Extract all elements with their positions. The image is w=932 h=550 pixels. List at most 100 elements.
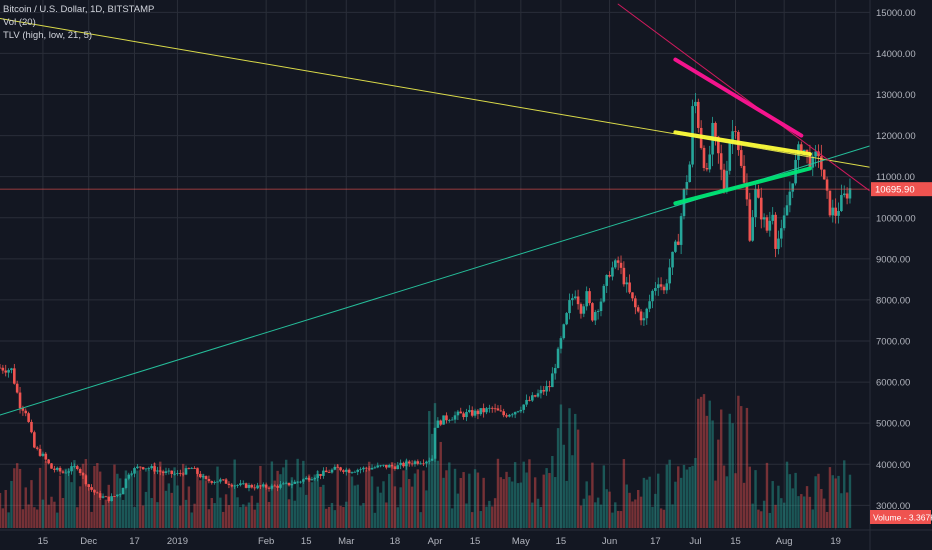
candle-body[interactable] xyxy=(802,149,806,152)
candle-body[interactable] xyxy=(10,368,13,371)
candle-body[interactable] xyxy=(476,410,480,415)
candle-body[interactable] xyxy=(608,274,611,277)
candle-body[interactable] xyxy=(722,169,726,192)
candle-body[interactable] xyxy=(296,481,299,483)
candle-body[interactable] xyxy=(350,472,354,473)
candle-body[interactable] xyxy=(785,205,789,216)
candle-body[interactable] xyxy=(302,479,305,482)
trendline-green-thick[interactable] xyxy=(673,166,812,206)
candle-body[interactable] xyxy=(344,469,348,472)
candle-body[interactable] xyxy=(616,260,620,263)
candle-body[interactable] xyxy=(110,496,113,502)
candle-body[interactable] xyxy=(287,482,291,486)
candle-body[interactable] xyxy=(30,421,33,433)
candle-body[interactable] xyxy=(224,479,228,484)
candle-body[interactable] xyxy=(779,228,783,239)
candle-body[interactable] xyxy=(144,468,148,470)
candle-body[interactable] xyxy=(164,471,168,473)
candle-body[interactable] xyxy=(576,296,580,305)
candle-body[interactable] xyxy=(113,496,116,497)
candle-body[interactable] xyxy=(705,167,709,170)
candle-body[interactable] xyxy=(35,447,39,449)
candle-body[interactable] xyxy=(510,414,514,416)
candle-body[interactable] xyxy=(150,466,153,469)
candle-body[interactable] xyxy=(808,152,812,168)
candle-body[interactable] xyxy=(751,217,754,241)
candle-body[interactable] xyxy=(324,470,328,473)
candle-body[interactable] xyxy=(307,477,311,481)
candle-body[interactable] xyxy=(230,485,234,487)
candle-body[interactable] xyxy=(602,285,606,302)
candle-body[interactable] xyxy=(430,458,434,461)
candle-body[interactable] xyxy=(840,195,843,212)
candle-body[interactable] xyxy=(714,122,717,137)
candle-body[interactable] xyxy=(41,453,45,456)
candle-body[interactable] xyxy=(73,466,76,467)
candle-body[interactable] xyxy=(628,282,631,293)
candle-body[interactable] xyxy=(725,170,729,192)
candle-body[interactable] xyxy=(124,478,128,488)
candle-body[interactable] xyxy=(38,448,42,456)
candle-body[interactable] xyxy=(250,484,254,488)
candle-body[interactable] xyxy=(834,207,837,216)
candle-body[interactable] xyxy=(158,470,162,472)
candle-body[interactable] xyxy=(267,487,271,489)
candle-body[interactable] xyxy=(605,274,609,286)
candle-body[interactable] xyxy=(156,470,159,472)
candle-body[interactable] xyxy=(845,193,849,199)
candle-body[interactable] xyxy=(436,420,440,428)
candle-body[interactable] xyxy=(161,471,165,473)
candle-body[interactable] xyxy=(133,468,136,474)
candle-body[interactable] xyxy=(396,465,400,470)
candle-body[interactable] xyxy=(768,220,772,231)
candle-body[interactable] xyxy=(136,466,139,469)
candle-body[interactable] xyxy=(782,215,786,229)
candle-body[interactable] xyxy=(676,241,680,245)
candle-body[interactable] xyxy=(247,484,251,488)
candle-body[interactable] xyxy=(777,238,780,249)
candle-body[interactable] xyxy=(708,154,712,170)
candle-body[interactable] xyxy=(319,474,322,476)
candle-body[interactable] xyxy=(279,484,282,488)
candle-body[interactable] xyxy=(170,470,174,475)
candle-body[interactable] xyxy=(688,164,692,183)
candle-body[interactable] xyxy=(53,468,56,470)
candle-body[interactable] xyxy=(533,395,537,397)
candle-body[interactable] xyxy=(387,465,391,468)
candle-body[interactable] xyxy=(356,469,360,472)
candle-body[interactable] xyxy=(353,471,357,473)
candle-body[interactable] xyxy=(459,411,463,414)
candle-body[interactable] xyxy=(556,348,560,369)
candle-body[interactable] xyxy=(178,473,182,474)
candle-body[interactable] xyxy=(236,485,239,486)
candle-body[interactable] xyxy=(585,291,588,307)
candle-body[interactable] xyxy=(671,251,674,268)
candle-body[interactable] xyxy=(791,183,795,192)
candle-body[interactable] xyxy=(64,472,68,474)
candle-body[interactable] xyxy=(611,267,614,277)
candle-body[interactable] xyxy=(130,473,133,475)
candle-body[interactable] xyxy=(93,489,96,493)
candle-body[interactable] xyxy=(548,386,551,388)
candle-body[interactable] xyxy=(193,468,196,470)
candle-body[interactable] xyxy=(405,461,408,467)
candle-body[interactable] xyxy=(339,467,342,471)
candle-body[interactable] xyxy=(116,494,119,497)
candle-body[interactable] xyxy=(462,413,465,418)
candle-body[interactable] xyxy=(439,420,443,425)
candle-body[interactable] xyxy=(445,415,448,421)
candle-body[interactable] xyxy=(651,290,654,302)
candle-body[interactable] xyxy=(84,475,88,485)
candle-body[interactable] xyxy=(656,284,660,289)
candle-body[interactable] xyxy=(748,199,752,241)
candle-body[interactable] xyxy=(771,214,774,221)
candle-body[interactable] xyxy=(313,477,317,480)
candle-body[interactable] xyxy=(333,466,337,470)
candle-body[interactable] xyxy=(488,407,491,409)
tlv-indicator-label[interactable]: TLV (high, low, 21, 5) xyxy=(3,30,93,41)
candle-body[interactable] xyxy=(659,284,663,287)
candle-body[interactable] xyxy=(0,367,2,369)
candle-body[interactable] xyxy=(654,288,657,291)
candle-body[interactable] xyxy=(21,408,25,411)
candle-body[interactable] xyxy=(207,478,211,482)
